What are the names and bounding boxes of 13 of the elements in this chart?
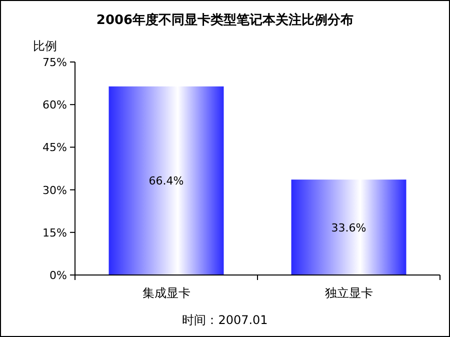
- data-label: 33.6%: [331, 221, 366, 234]
- y-tick-label: 15%: [42, 226, 67, 240]
- x-tick-label: 独立显卡: [324, 286, 373, 300]
- text: 时间：2007.01: [182, 313, 268, 327]
- data-label: 66.4%: [148, 174, 184, 188]
- y-tick-label: 0%: [50, 269, 67, 282]
- y-tick-label: 30%: [42, 184, 67, 197]
- x-tick-label: 集成显卡: [142, 286, 190, 300]
- y-tick-label: 45%: [42, 141, 67, 154]
- chart-title: 2006年度不同显卡类型笔记本关注比例分布: [96, 12, 354, 28]
- y-tick-label: 60%: [42, 98, 67, 112]
- y-axis-title: 比例: [33, 39, 57, 53]
- y-tick-label: 75%: [42, 56, 67, 69]
